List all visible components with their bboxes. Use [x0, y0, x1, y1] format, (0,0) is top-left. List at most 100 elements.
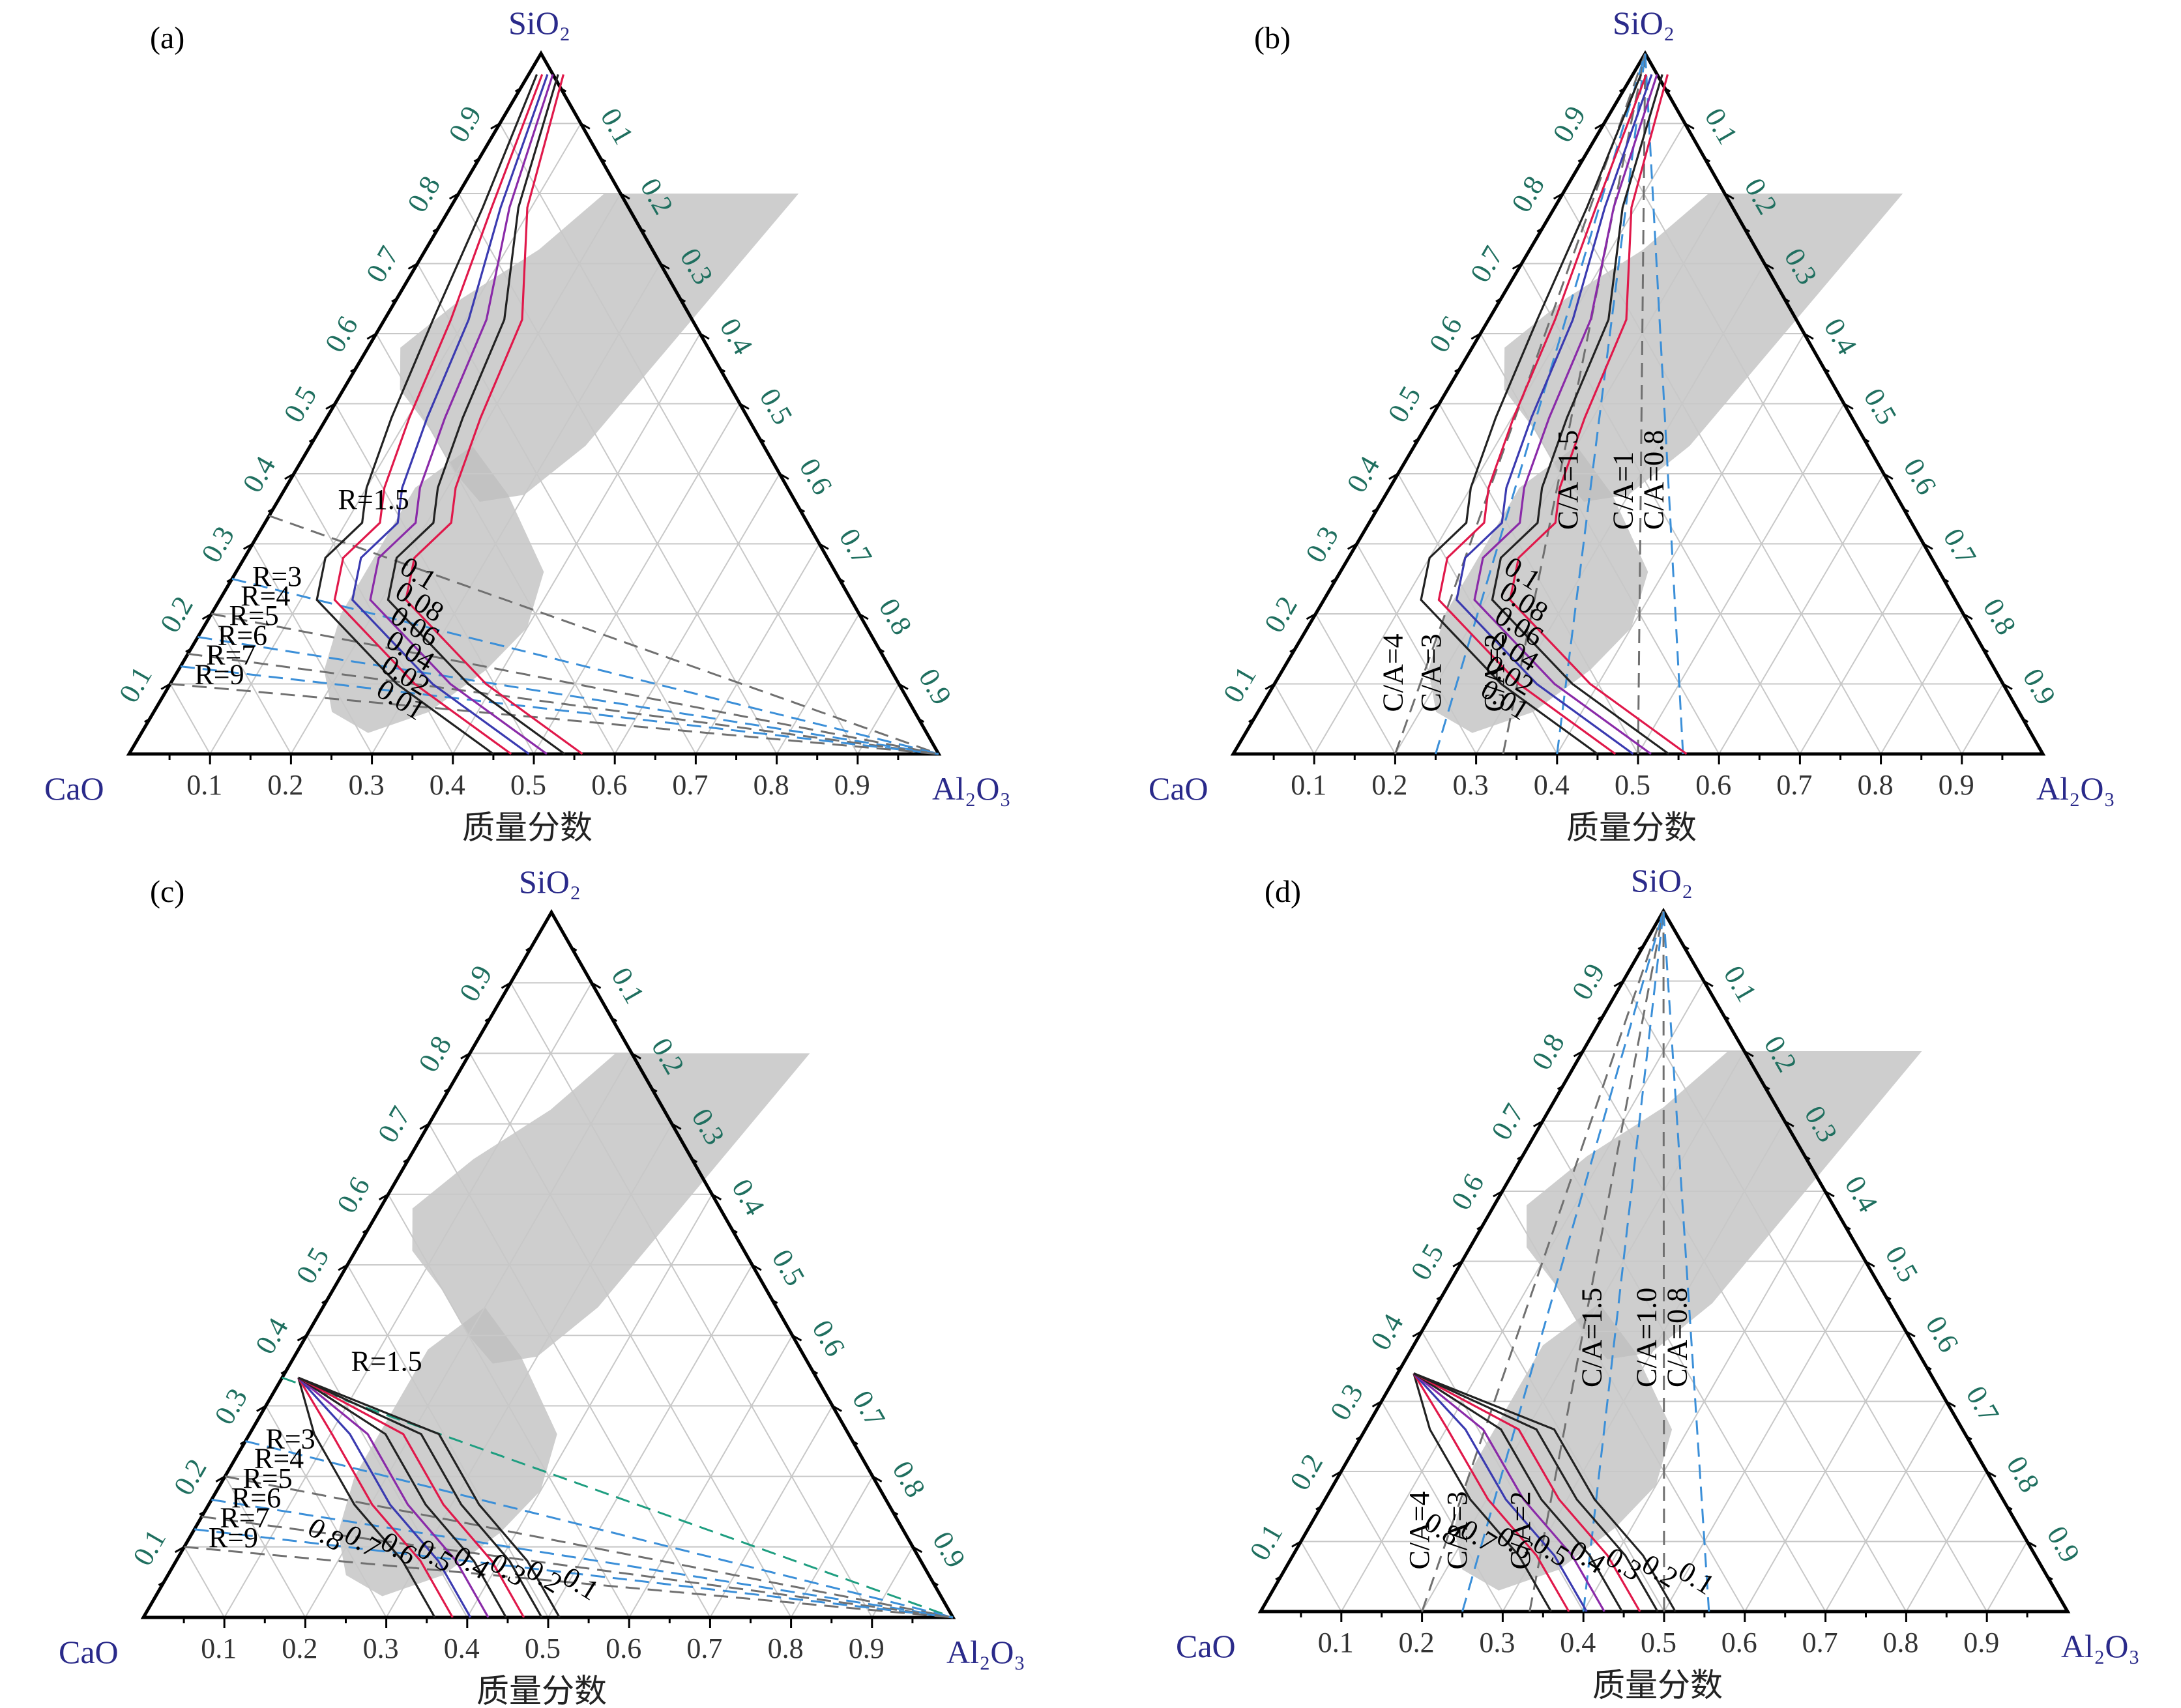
- grid-line: [183, 1546, 226, 1618]
- tick-mark: [1982, 648, 1989, 653]
- ca-ratio-label: C/A=3: [1441, 1491, 1473, 1569]
- tick-mark: [226, 577, 233, 583]
- tick-mark: [832, 1405, 842, 1412]
- tick-mark: [600, 157, 607, 163]
- tick-mark: [1883, 472, 1894, 480]
- grid-line: [1718, 473, 1884, 755]
- vertex-label-al2o3: Al₂O₃: [2061, 1628, 2140, 1664]
- contour-line: [297, 1376, 490, 1618]
- grid-line: [1961, 683, 2004, 755]
- right-tick-label: 0.1: [594, 103, 640, 150]
- grid-line: [1824, 1401, 1947, 1612]
- tick-mark: [1664, 87, 1671, 93]
- bottom-tick-label: 0.5: [510, 769, 546, 801]
- bottom-tick-label: 0.5: [525, 1632, 561, 1664]
- tick-mark: [2002, 683, 2013, 690]
- left-tick-label: 0.6: [1444, 1168, 1490, 1215]
- tick-mark: [1804, 332, 1814, 340]
- axis-label: 质量分数: [1566, 809, 1697, 846]
- ratio-label: R=7: [206, 639, 256, 671]
- tick-mark: [1903, 508, 1910, 513]
- tick-mark: [256, 1405, 267, 1412]
- grid-line: [169, 684, 211, 755]
- left-tick-label: 0.2: [168, 1453, 213, 1500]
- tick-mark: [297, 1334, 308, 1342]
- bottom-tick-label: 0.6: [591, 769, 627, 801]
- right-tick-label: 0.5: [1858, 383, 1903, 430]
- left-tick-label: 0.3: [208, 1383, 254, 1430]
- right-tick-label: 0.9: [2017, 663, 2062, 710]
- grid-line: [1799, 543, 1924, 755]
- tick-mark: [731, 1228, 738, 1234]
- tick-mark: [1291, 1541, 1302, 1548]
- grid-line: [1315, 613, 1396, 755]
- grid-line: [417, 263, 697, 755]
- right-tick-label: 0.7: [1937, 523, 1983, 570]
- grid-line: [1381, 1401, 1504, 1612]
- ratio-label: R=6: [231, 1482, 281, 1514]
- right-tick-label: 0.9: [2041, 1521, 2086, 1568]
- tick-mark: [366, 332, 377, 340]
- tick-mark: [1963, 613, 1973, 620]
- left-tick-label: 0.3: [195, 521, 241, 568]
- composition-region-lower: [324, 446, 544, 733]
- left-tick-label: 0.8: [401, 171, 446, 218]
- grid-line: [224, 1476, 306, 1618]
- tick-mark: [739, 403, 750, 410]
- contour-line: [315, 74, 538, 755]
- ca-ratio-label: C/A=1: [1607, 452, 1639, 530]
- tick-mark: [918, 717, 925, 723]
- left-tick-label: 0.4: [1340, 451, 1386, 498]
- ca-tie-line: [1662, 910, 1665, 1612]
- tick-mark: [284, 472, 295, 480]
- left-tick-label: 0.3: [1324, 1378, 1369, 1425]
- left-tick-label: 0.5: [1382, 381, 1427, 427]
- bottom-tick-label: 0.8: [1882, 1627, 1918, 1658]
- tick-mark: [812, 1369, 818, 1375]
- grid-line: [548, 1264, 753, 1618]
- tick-mark: [1683, 945, 1690, 950]
- tick-mark: [1371, 508, 1378, 513]
- ca-ratio-label: C/A=2: [1504, 1491, 1536, 1569]
- grid-line: [1744, 1331, 1907, 1612]
- contour-label: 0.1: [1673, 1555, 1720, 1601]
- tick-mark: [759, 437, 766, 443]
- ratio-label: R=7: [220, 1502, 269, 1534]
- contour-line: [1413, 1372, 1623, 1612]
- tick-mark: [1594, 123, 1605, 130]
- ternary-panel-c: (c) SiO₂ CaO Al₂O₃ 质量分数 0.1 0.1 0.9 0.2 0.2 0.8 0.3…: [59, 863, 1025, 1708]
- grid-line: [265, 1405, 387, 1618]
- tick-mark: [501, 981, 512, 989]
- bottom-tick-label: 0.8: [768, 1632, 804, 1664]
- contour-line: [1413, 1372, 1605, 1612]
- grid-line: [1603, 123, 1963, 755]
- tick-mark: [1454, 368, 1461, 373]
- contour-line: [1413, 1372, 1676, 1612]
- grid-line: [1521, 263, 1801, 755]
- bottom-tick-label: 0.8: [754, 769, 789, 801]
- bottom-tick-label: 0.7: [672, 769, 708, 801]
- right-tick-label: 0.5: [754, 383, 799, 430]
- tick-mark: [158, 1581, 165, 1586]
- ratio-label: R=5: [229, 600, 279, 631]
- tick-mark: [898, 683, 909, 690]
- contour-line: [1413, 1372, 1588, 1612]
- bottom-tick-label: 0.1: [186, 769, 222, 801]
- bottom-tick-label: 0.5: [1615, 769, 1650, 801]
- tick-mark: [1863, 437, 1870, 443]
- grid-line: [428, 1123, 711, 1618]
- contour-line: [333, 74, 544, 755]
- left-tick-label: 0.1: [126, 1524, 172, 1571]
- tick-mark: [1723, 1015, 1730, 1020]
- ratio-tie-line: [198, 636, 939, 755]
- bottom-tick-label: 0.9: [849, 1632, 885, 1664]
- tick-mark: [448, 192, 460, 200]
- left-tick-label: 0.8: [1525, 1028, 1571, 1075]
- right-tick-label: 0.4: [1839, 1170, 1884, 1217]
- composition-region-lower: [1428, 446, 1648, 733]
- tick-mark: [239, 1440, 246, 1445]
- tick-mark: [772, 1299, 778, 1304]
- bottom-tick-label: 0.6: [606, 1632, 641, 1664]
- vertex-label-cao: CaO: [44, 770, 104, 807]
- vertex-label-al2o3: Al₂O₃: [932, 770, 1011, 807]
